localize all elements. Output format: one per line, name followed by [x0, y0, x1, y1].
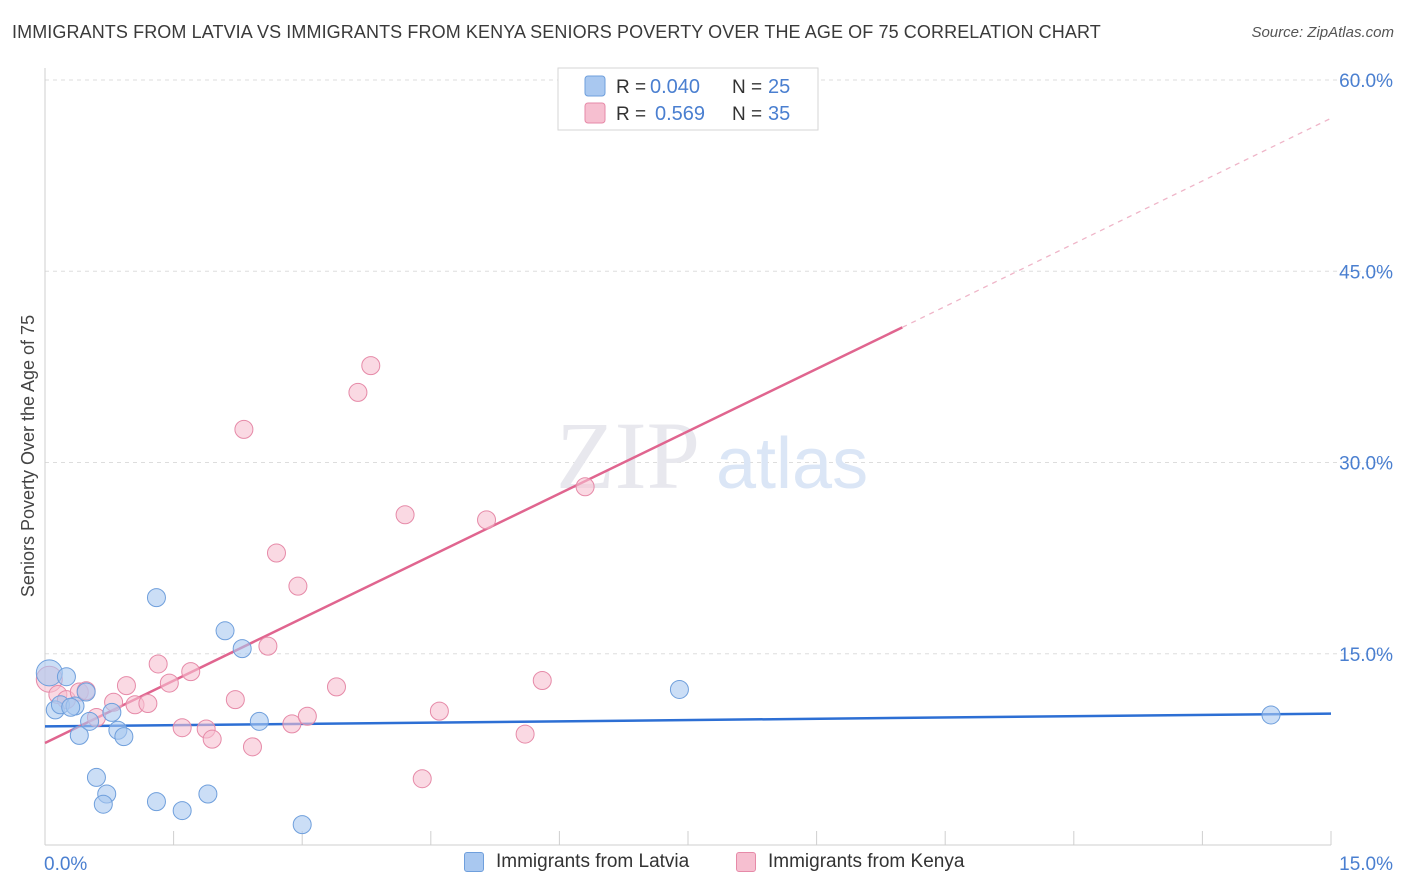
trendline-latvia [44, 712, 1332, 728]
x-tick-label-1: 15.0% [1339, 854, 1393, 875]
point-kenya-19 [258, 636, 278, 656]
legend-n-label-kenya: N = [732, 104, 762, 125]
grid-lines [45, 79, 1391, 655]
point-latvia-14 [146, 588, 166, 608]
point-latvia-19 [232, 639, 252, 659]
legend-bottom-item-kenya[interactable]: Immigrants from Kenya [736, 851, 964, 873]
point-kenya-13 [181, 662, 201, 682]
legend-swatch-latvia [584, 75, 606, 97]
point-kenya-23 [297, 706, 317, 726]
point-latvia-6 [76, 682, 96, 702]
data-points [35, 70, 1281, 835]
point-kenya-32 [532, 671, 552, 691]
point-latvia-21 [292, 815, 312, 835]
point-latvia-12 [114, 727, 134, 747]
point-kenya-15 [202, 729, 222, 749]
legend-n-value-latvia: 25 [768, 76, 790, 98]
point-kenya-20 [266, 543, 286, 563]
point-kenya-7 [116, 676, 136, 696]
point-latvia-13 [93, 794, 113, 814]
y-tick-label-0: 15.0% [1339, 645, 1393, 666]
legend-bottom-item-latvia[interactable]: Immigrants from Latvia [464, 851, 689, 873]
point-latvia-7 [80, 711, 100, 731]
point-kenya-22 [288, 576, 308, 596]
legend-r-value-latvia: 0.040 [650, 76, 700, 98]
point-latvia-15 [146, 792, 166, 812]
watermark: ZIP atlas [556, 402, 868, 509]
legend-top: R = 0.040 N = 25 R = 0.569 N = 35 [557, 67, 819, 131]
point-latvia-23 [1261, 705, 1281, 725]
point-kenya-33 [575, 477, 595, 497]
legend-r-label-latvia: R = [616, 77, 646, 98]
legend-n-value-kenya: 35 [768, 103, 790, 125]
point-kenya-25 [348, 382, 368, 402]
point-kenya-12 [172, 718, 192, 738]
trendline-kenya-extension [902, 117, 1332, 328]
legend-n-label-latvia: N = [732, 77, 762, 98]
legend-bottom-swatch-latvia [464, 852, 484, 872]
legend-r-value-kenya: 0.569 [655, 103, 705, 125]
point-latvia-10 [102, 702, 122, 722]
watermark-atlas: atlas [716, 424, 868, 504]
point-kenya-10 [148, 654, 168, 674]
point-kenya-26 [361, 356, 381, 376]
point-kenya-24 [326, 677, 346, 697]
point-kenya-17 [234, 419, 254, 439]
point-kenya-9 [138, 693, 158, 713]
point-kenya-16 [225, 690, 245, 710]
legend-bottom-label-kenya: Immigrants from Kenya [768, 851, 965, 872]
point-latvia-17 [198, 784, 218, 804]
point-latvia-24 [61, 697, 81, 717]
y-tick-label-2: 45.0% [1339, 262, 1393, 283]
point-kenya-27 [395, 505, 415, 525]
tick-labels: 15.0% 30.0% 45.0% 60.0% 0.0% 15.0% [44, 71, 1393, 875]
point-latvia-3 [56, 667, 76, 687]
point-latvia-8 [86, 767, 106, 787]
point-latvia-5 [69, 725, 89, 745]
point-kenya-11 [159, 673, 179, 693]
point-kenya-29 [429, 701, 449, 721]
point-kenya-30 [477, 510, 497, 530]
y-axis-label: Seniors Poverty Over the Age of 75 [18, 315, 38, 597]
legend-bottom-swatch-kenya [736, 852, 756, 872]
point-kenya-21 [282, 714, 302, 734]
chart-source: Source: ZipAtlas.com [1251, 24, 1394, 41]
point-latvia-20 [249, 711, 269, 731]
point-latvia-18 [215, 621, 235, 641]
watermark-zip: ZIP [556, 402, 700, 509]
point-kenya-31 [515, 724, 535, 744]
legend-bottom-label-latvia: Immigrants from Latvia [496, 851, 690, 872]
x-tick-label-0: 0.0% [44, 854, 87, 875]
point-latvia-22 [669, 679, 689, 699]
point-latvia-16 [172, 801, 192, 821]
chart-title: IMMIGRANTS FROM LATVIA VS IMMIGRANTS FRO… [12, 22, 1101, 42]
legend-r-label-kenya: R = [616, 104, 646, 125]
legend-bottom: Immigrants from Latvia Immigrants from K… [0, 851, 1406, 879]
point-kenya-28 [412, 769, 432, 789]
y-tick-label-1: 30.0% [1339, 454, 1393, 475]
legend-swatch-kenya [584, 102, 606, 124]
y-tick-label-3: 60.0% [1339, 71, 1393, 92]
point-kenya-18 [242, 737, 262, 757]
